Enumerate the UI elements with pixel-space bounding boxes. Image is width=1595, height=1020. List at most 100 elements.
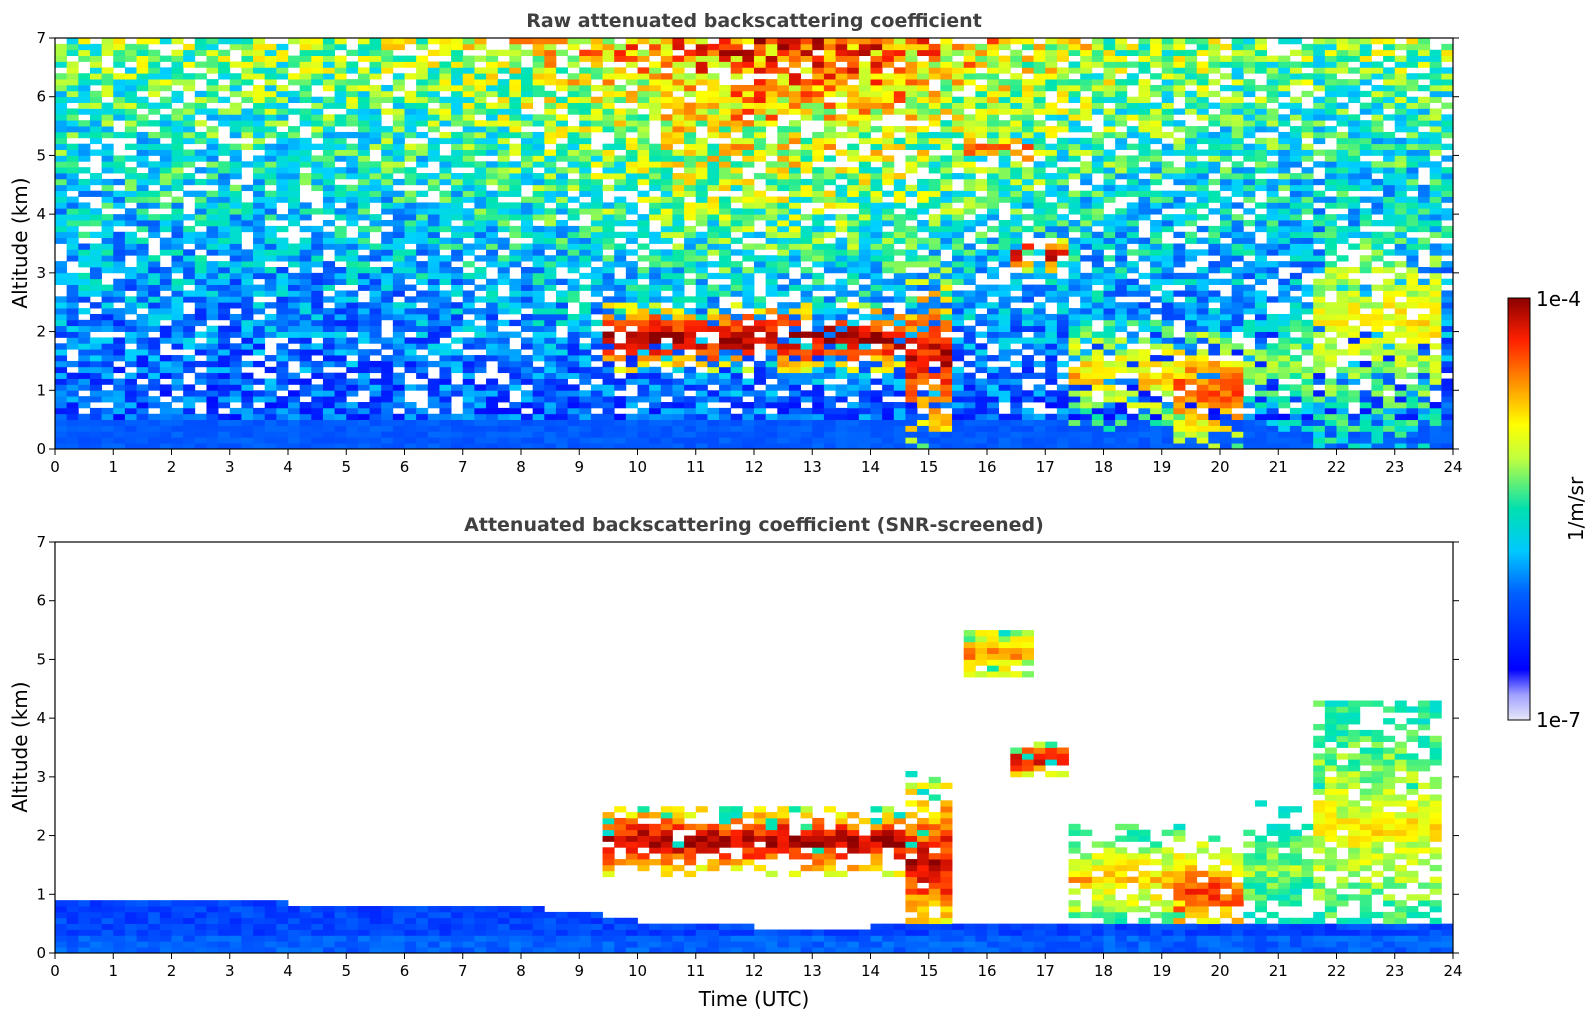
- heatmap-cell: [136, 131, 149, 139]
- heatmap-cell: [299, 38, 312, 45]
- heatmap-cell: [765, 413, 778, 421]
- heatmap-cell: [637, 384, 650, 391]
- heatmap-cell: [486, 396, 499, 403]
- heatmap-cell: [660, 443, 673, 449]
- heatmap-cell: [322, 67, 335, 74]
- heatmap-cell: [637, 173, 650, 180]
- heatmap-cell: [334, 73, 347, 80]
- heatmap-cell: [497, 178, 510, 186]
- heatmap-cell: [288, 143, 301, 150]
- heatmap-cell: [66, 73, 79, 80]
- heatmap-cell: [369, 90, 382, 98]
- heatmap-cell: [171, 49, 184, 57]
- heatmap-cell: [136, 425, 149, 432]
- heatmap-cell: [870, 90, 883, 98]
- heatmap-cell: [497, 120, 510, 127]
- heatmap-cell: [812, 167, 825, 174]
- heatmap-cell: [509, 302, 522, 309]
- heatmap-cell: [334, 173, 347, 180]
- heatmap-cell: [311, 43, 324, 51]
- heatmap-cell: [754, 137, 767, 145]
- heatmap-cell: [299, 313, 312, 321]
- heatmap-cell: [742, 402, 755, 409]
- heatmap-cell: [567, 360, 580, 368]
- heatmap-cell: [637, 84, 650, 92]
- heatmap-cell: [136, 396, 149, 403]
- heatmap-cell: [917, 38, 930, 45]
- heatmap-cell: [241, 425, 254, 432]
- heatmap-cell: [719, 49, 732, 57]
- heatmap-cell: [963, 419, 976, 426]
- heatmap-cell: [416, 208, 429, 215]
- heatmap-cell: [276, 331, 289, 338]
- heatmap-cell: [474, 225, 487, 233]
- heatmap-cell: [672, 67, 685, 74]
- heatmap-cell: [602, 202, 615, 209]
- heatmap-cell: [590, 38, 603, 45]
- heatmap-cell: [590, 443, 603, 449]
- heatmap-cell: [136, 261, 149, 268]
- heatmap-cell: [707, 178, 720, 186]
- heatmap-cell: [695, 255, 708, 262]
- heatmap-cell: [590, 390, 603, 397]
- heatmap-cell: [835, 49, 848, 57]
- heatmap-cell: [1021, 55, 1034, 62]
- heatmap-cell: [660, 61, 673, 68]
- heatmap-cell: [136, 137, 149, 145]
- heatmap-cell: [858, 184, 871, 192]
- heatmap-cell: [451, 290, 464, 297]
- heatmap-cell: [590, 355, 603, 362]
- heatmap-cell: [800, 49, 813, 57]
- heatmap-cell: [870, 360, 883, 368]
- heatmap-cell: [521, 137, 534, 145]
- heatmap-cell: [963, 290, 976, 297]
- heatmap-cell: [509, 79, 522, 86]
- heatmap-cell: [905, 225, 918, 233]
- heatmap-cell: [952, 261, 965, 268]
- heatmap-cell: [241, 272, 254, 280]
- heatmap-cell: [800, 231, 813, 239]
- heatmap-cell: [322, 437, 335, 444]
- heatmap-cell: [159, 302, 172, 309]
- heatmap-cell: [975, 261, 988, 268]
- heatmap-cell: [544, 390, 557, 397]
- heatmap-cell: [218, 272, 231, 280]
- heatmap-cell: [1021, 243, 1034, 250]
- heatmap-cell: [695, 214, 708, 221]
- heatmap-cell: [404, 308, 417, 315]
- heatmap-cell: [89, 173, 102, 180]
- heatmap-cell: [381, 167, 394, 174]
- heatmap-cell: [812, 102, 825, 109]
- heatmap-cell: [544, 378, 557, 385]
- heatmap-cell: [381, 249, 394, 256]
- heatmap-cell: [649, 396, 662, 403]
- heatmap-cell: [404, 167, 417, 174]
- heatmap-cell: [1033, 396, 1046, 403]
- heatmap-cell: [567, 167, 580, 174]
- heatmap-cell: [555, 249, 568, 256]
- heatmap-cell: [101, 143, 114, 150]
- heatmap-cell: [812, 325, 825, 332]
- heatmap-cell: [497, 302, 510, 309]
- heatmap-cell: [858, 337, 871, 344]
- heatmap-cell: [322, 272, 335, 280]
- heatmap-cell: [299, 349, 312, 356]
- heatmap-cell: [544, 343, 557, 350]
- heatmap-cell: [497, 266, 510, 274]
- heatmap-cell: [148, 49, 161, 57]
- heatmap-cell: [509, 84, 522, 92]
- heatmap-cell: [614, 96, 627, 103]
- heatmap-cell: [823, 38, 836, 45]
- heatmap-cell: [241, 431, 254, 438]
- heatmap-cell: [987, 396, 1000, 403]
- heatmap-cell: [882, 349, 895, 356]
- heatmap-cell: [416, 79, 429, 86]
- heatmap-cell: [392, 237, 405, 244]
- heatmap-cell: [404, 407, 417, 415]
- heatmap-cell: [800, 255, 813, 262]
- heatmap-cell: [987, 255, 1000, 262]
- heatmap-cell: [101, 190, 114, 197]
- heatmap-cell: [847, 378, 860, 385]
- heatmap-cell: [486, 55, 499, 62]
- heatmap-cell: [369, 120, 382, 127]
